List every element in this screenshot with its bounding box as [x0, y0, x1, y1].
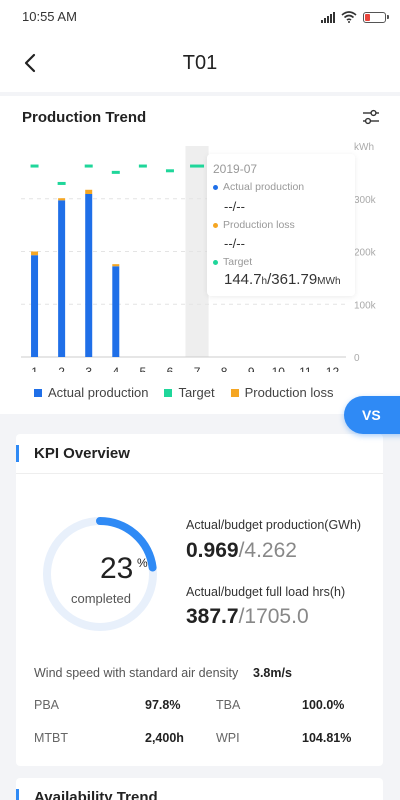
y-unit-label: kWh — [354, 142, 374, 153]
metric-pba-value: 97.8% — [145, 698, 181, 712]
tooltip-loss-label: Production loss — [213, 219, 295, 231]
y-tick-label: 300k — [354, 195, 377, 206]
y-tick-label: 200k — [354, 248, 377, 259]
section-accent-bar — [16, 445, 19, 462]
tooltip-date: 2019-07 — [213, 162, 258, 176]
tooltip-target-value: 144.7h/361.79MWh — [224, 271, 341, 288]
x-tick-label: 6 — [167, 365, 174, 372]
tooltip-actual-value: --/-- — [224, 199, 245, 214]
legend-target[interactable]: Target — [164, 385, 215, 400]
target-marker — [57, 181, 66, 185]
battery-icon — [363, 11, 389, 23]
availability-trend-title: Availability Trend — [34, 789, 158, 800]
bar-actual — [58, 200, 66, 357]
x-tick-label: 10 — [272, 365, 286, 372]
bar-actual — [112, 266, 120, 357]
status-bar: 10:55 AM — [0, 0, 400, 34]
wind-speed-label: Wind speed with standard air density — [34, 666, 239, 680]
chart-legend: Actual production Target Production loss — [34, 385, 333, 400]
bar-loss — [58, 198, 66, 201]
back-arrow-icon[interactable] — [18, 50, 44, 76]
metric-pba-label: PBA — [34, 698, 60, 712]
x-tick-label: 3 — [85, 365, 92, 372]
completion-percent: 23 — [100, 552, 134, 585]
production-label: Actual/budget production(GWh) — [186, 518, 362, 532]
target-marker — [165, 169, 174, 173]
target-marker — [190, 164, 205, 168]
kpi-overview-card: KPI Overview 23 % completed Actual/budge… — [16, 434, 383, 766]
section-accent-bar — [16, 789, 19, 800]
bar-loss — [85, 189, 93, 195]
metric-mtbt-label: MTBT — [34, 731, 69, 745]
metric-mtbt-value: 2,400h — [145, 731, 184, 745]
x-tick-label: 1 — [31, 365, 38, 372]
target-marker — [84, 164, 93, 168]
app-header: T01 — [0, 34, 400, 92]
metric-wpi-value: 104.81% — [302, 731, 352, 745]
tooltip-loss-value: --/-- — [224, 236, 245, 251]
kpi-section-header: KPI Overview — [16, 434, 383, 474]
bar-loss — [112, 264, 120, 267]
tooltip-target-label: Target — [213, 256, 252, 268]
x-tick-label: 5 — [140, 365, 147, 372]
wifi-icon — [341, 11, 357, 23]
target-marker — [111, 170, 120, 174]
target-marker — [138, 164, 147, 168]
y-tick-label: 100k — [354, 300, 377, 311]
x-tick-label: 2 — [58, 365, 65, 372]
x-tick-label: 9 — [248, 365, 255, 372]
y-tick-label: 0 — [354, 353, 360, 364]
wind-speed-value: 3.8m/s — [253, 666, 292, 680]
target-marker — [30, 164, 39, 168]
production-trend-card: Production Trend 0 100k 200k 300k kWh 1 2 3 4 5 6 7… — [0, 96, 400, 414]
vs-compare-button[interactable]: VS — [344, 396, 400, 434]
production-trend-title: Production Trend — [22, 109, 147, 126]
bar-actual — [31, 255, 39, 357]
bar-actual — [85, 194, 93, 357]
page-title: T01 — [182, 52, 218, 74]
metric-tba-label: TBA — [216, 698, 241, 712]
legend-actual[interactable]: Actual production — [34, 385, 148, 400]
production-value: 0.969/4.262 — [186, 539, 297, 562]
status-icons — [321, 9, 389, 25]
x-tick-label: 12 — [326, 365, 340, 372]
x-tick-label: 11 — [299, 365, 312, 372]
signal-icon — [321, 11, 335, 23]
x-tick-label: 4 — [112, 365, 119, 372]
fullload-value: 387.7/1705.0 — [186, 605, 309, 628]
legend-loss[interactable]: Production loss — [230, 385, 333, 400]
availability-trend-card: Availability Trend — [16, 778, 383, 800]
status-time: 10:55 AM — [22, 9, 77, 24]
bar-loss — [31, 251, 39, 256]
completion-label: completed — [71, 591, 131, 606]
kpi-overview-title: KPI Overview — [34, 445, 130, 462]
metric-wpi-label: WPI — [216, 731, 240, 745]
x-tick-label: 7 — [194, 365, 201, 372]
completion-ring-progress — [43, 517, 157, 631]
filter-settings-icon[interactable] — [362, 109, 380, 125]
chart-tooltip: 2019-07 Actual production --/-- Producti… — [207, 154, 355, 296]
metric-tba-value: 100.0% — [302, 698, 345, 712]
x-tick-label: 8 — [221, 365, 228, 372]
completion-percent-unit: % — [137, 556, 148, 570]
tooltip-actual-label: Actual production — [213, 181, 304, 193]
completion-ring — [43, 517, 157, 631]
fullload-label: Actual/budget full load hrs(h) — [186, 585, 346, 599]
